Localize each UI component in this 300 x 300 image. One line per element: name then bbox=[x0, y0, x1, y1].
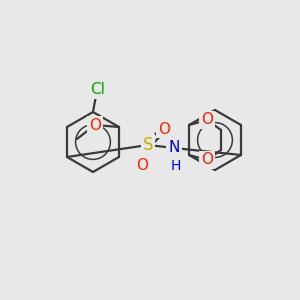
Text: S: S bbox=[143, 136, 153, 154]
Text: O: O bbox=[201, 152, 213, 167]
Text: O: O bbox=[158, 122, 170, 136]
Text: N: N bbox=[168, 140, 180, 155]
Text: Cl: Cl bbox=[91, 82, 105, 98]
Text: O: O bbox=[201, 112, 213, 128]
Text: H: H bbox=[171, 159, 181, 173]
Text: O: O bbox=[89, 118, 101, 133]
Text: O: O bbox=[136, 158, 148, 172]
